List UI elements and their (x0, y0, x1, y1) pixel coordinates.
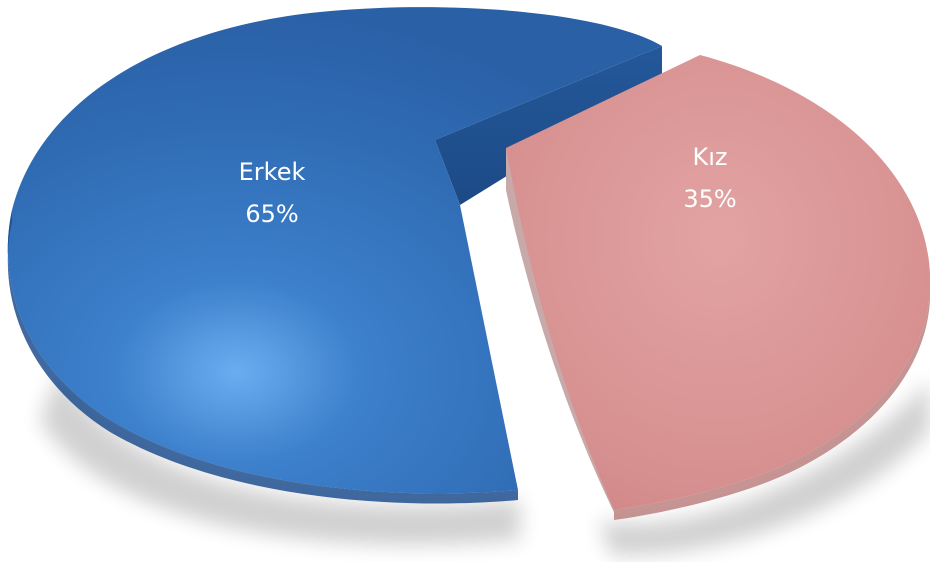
pie-slice-erkek-top (7, 7, 662, 494)
pie-shadows (40, 370, 930, 556)
label-erkek-category: Erkek (239, 158, 306, 186)
label-kiz-value: 35% (683, 185, 736, 213)
pie-slice-kiz-edge (614, 290, 930, 520)
label-erkek-value: 65% (245, 200, 298, 228)
pie-slice-erkek (7, 7, 662, 504)
pie-slice-kiz (506, 55, 930, 520)
pie-slice-erkek-side (435, 46, 662, 205)
label-kiz-category: Kız (692, 143, 727, 171)
pie-slice-kiz-top (506, 55, 930, 510)
